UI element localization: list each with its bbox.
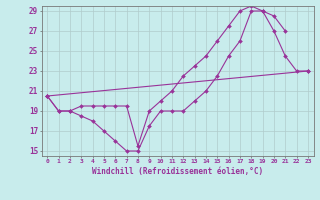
- X-axis label: Windchill (Refroidissement éolien,°C): Windchill (Refroidissement éolien,°C): [92, 167, 263, 176]
